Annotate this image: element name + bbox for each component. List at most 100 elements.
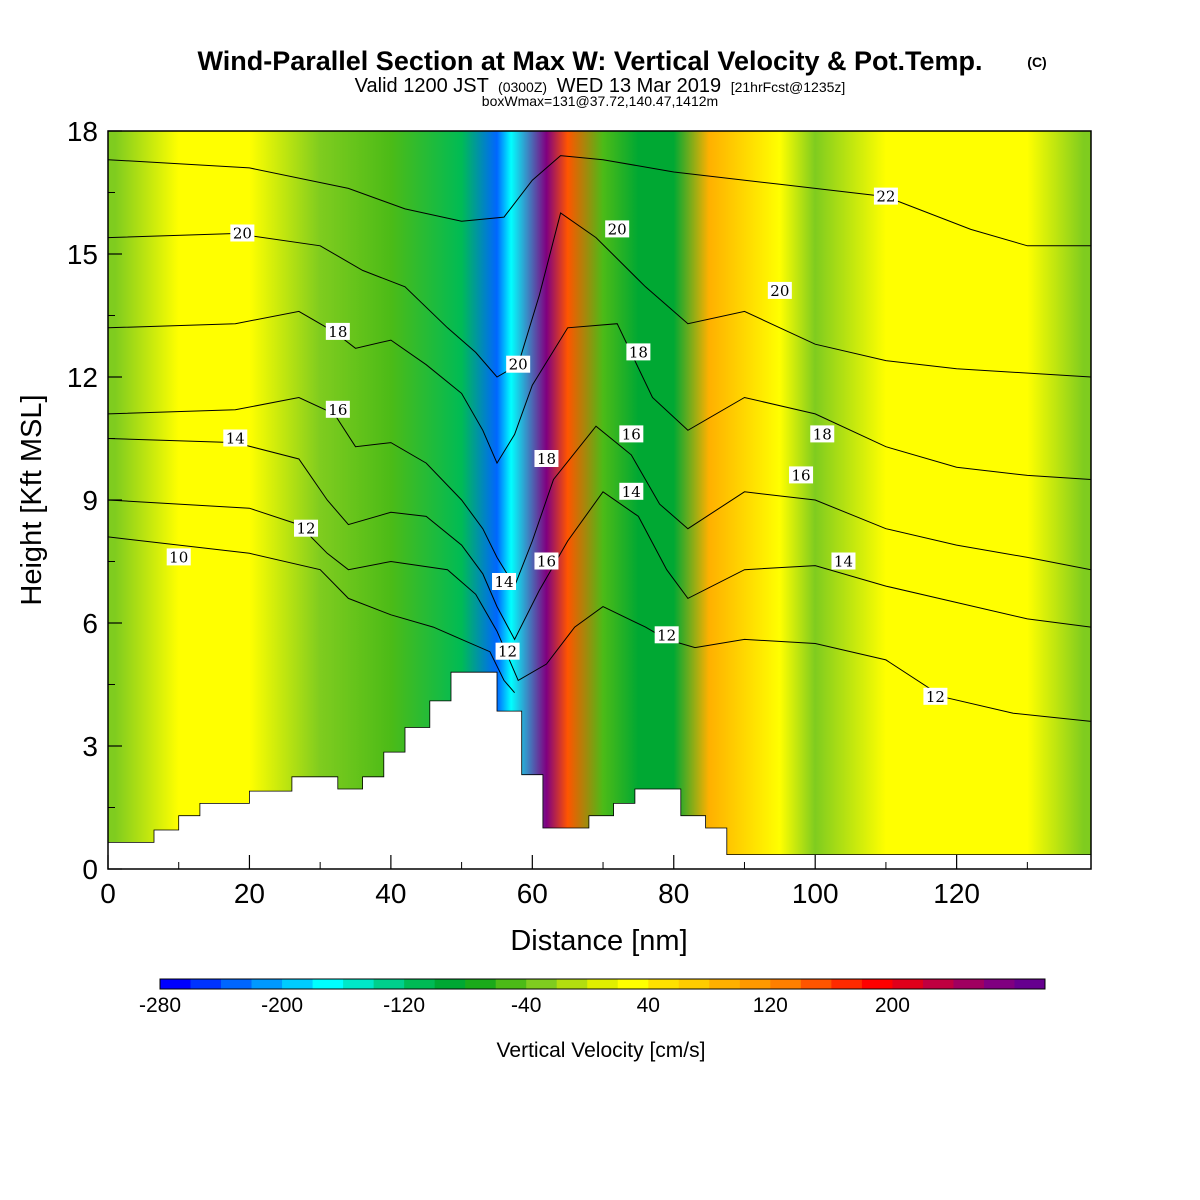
colorbar-swatch (221, 979, 252, 989)
y-tick-label: 6 (82, 608, 98, 639)
plot-area: 10 12 14 16 18 20 22 12 14 16 18 20 12 14 16 18 20 20 18 16… (108, 131, 1091, 869)
svg-text:18: 18 (537, 450, 556, 468)
svg-text:20: 20 (608, 220, 627, 238)
colorbar-tick-label: 200 (875, 994, 910, 1017)
svg-text:18: 18 (328, 323, 347, 341)
y-tick-label: 0 (82, 854, 98, 885)
isentrope-22 (108, 155, 1091, 247)
colorbar-swatch (587, 979, 619, 989)
svg-text:12: 12 (657, 626, 676, 644)
x-tick-label: 80 (658, 878, 689, 909)
colorbar-tick-label: -120 (383, 994, 425, 1017)
isentrope-label-extra-12: 16 (789, 466, 814, 484)
isentrope-20 (108, 212, 1091, 378)
isentrope-label-extra-4: 20 (506, 355, 531, 374)
colorbar-swatch (922, 979, 954, 989)
svg-text:14: 14 (834, 553, 853, 571)
colorbar-swatch (343, 979, 375, 989)
colorbar-tick-label: 40 (637, 994, 660, 1017)
x-tick-label: 20 (234, 878, 265, 909)
x-axis-label: Distance [nm] (510, 925, 687, 957)
y-tick-label: 9 (82, 485, 98, 516)
colorbar: -280 -200 -120 -40 40 120 200 (139, 978, 1046, 1017)
colorbar-swatch (282, 979, 313, 989)
colorbar-swatch (495, 979, 527, 989)
svg-text:16: 16 (622, 425, 641, 443)
colorbar-swatch (739, 979, 771, 989)
isentrope-label-extra-7: 16 (619, 425, 644, 443)
colorbar-tick-label: -200 (261, 994, 303, 1017)
isentrope-label-22: 22 (873, 187, 898, 206)
colorbar-swatch (953, 979, 985, 989)
colorbar-tick-label: -40 (511, 994, 541, 1017)
svg-text:14: 14 (226, 430, 245, 448)
isentrope-label-extra-11: 18 (810, 425, 835, 443)
colorbar-swatch (312, 979, 344, 989)
x-tick-label: 40 (375, 878, 406, 909)
colorbar-swatch (709, 979, 741, 989)
isentrope-label-12: 12 (294, 519, 319, 538)
colorbar-swatch (770, 979, 802, 989)
isentrope-label-extra-3: 18 (534, 450, 559, 468)
colorbar-swatch (1014, 979, 1046, 989)
svg-text:16: 16 (792, 466, 811, 484)
svg-text:14: 14 (494, 573, 513, 591)
colorbar-swatch (190, 979, 222, 989)
colorbar-swatch (373, 979, 405, 989)
x-tick-label: 120 (933, 878, 980, 909)
colorbar-label: Vertical Velocity [cm/s] (497, 1039, 706, 1062)
colorbar-tick-label: -280 (139, 994, 181, 1017)
isentrope-14 (108, 438, 1091, 641)
svg-text:12: 12 (926, 688, 945, 706)
x-tick-label: 60 (517, 878, 548, 909)
svg-text:18: 18 (813, 425, 832, 443)
isentrope-label-extra-6: 14 (619, 482, 644, 501)
isentrope-label-extra-13: 14 (831, 552, 856, 571)
x-tick-label: 0 (100, 878, 116, 909)
colorbar-swatch (465, 979, 497, 989)
y-axis-ticks: 0 3 6 9 12 15 18 (67, 116, 122, 885)
isentrope-label-16: 16 (325, 400, 350, 419)
isentrope-label-18: 18 (325, 322, 350, 341)
svg-text:20: 20 (770, 282, 789, 300)
isentrope-label-extra-14: 12 (923, 687, 948, 706)
colorbar-swatch (831, 979, 863, 989)
y-tick-label: 12 (67, 362, 98, 393)
isentrope-12 (108, 499, 1091, 722)
y-tick-label: 3 (82, 731, 98, 762)
isentrope-label-extra-1: 14 (492, 573, 517, 591)
isentrope-label-extra-5: 12 (654, 626, 679, 644)
valid-time-subtitle: Valid 1200 JST (0300Z) WED 13 Mar 2019 [… (355, 75, 846, 97)
colorbar-swatch (160, 979, 191, 989)
isentrope-label-extra-10: 20 (767, 281, 792, 300)
terrain (108, 671, 1091, 869)
colorbar-swatch (983, 979, 1015, 989)
isentrope-18 (108, 310, 1091, 480)
isentrope-label-extra-2: 16 (534, 552, 559, 571)
isentrope-lines (108, 155, 1091, 722)
isentrope-label-extra-8: 18 (626, 343, 651, 361)
svg-text:20: 20 (233, 225, 252, 243)
colorbar-swatch (648, 979, 680, 989)
copyright-mark: (C) (1027, 54, 1046, 70)
svg-text:12: 12 (296, 520, 315, 538)
colorbar-swatch (617, 979, 649, 989)
colorbar-swatch (800, 979, 832, 989)
colorbar-frame (159, 978, 1046, 990)
contour-labels: 10 12 14 16 18 20 22 12 14 16 18 20 12 14 16 18 20 20 18 16… (166, 187, 948, 706)
isentrope-label-20: 20 (230, 224, 255, 243)
velocity-field (108, 131, 1091, 869)
svg-text:16: 16 (328, 401, 347, 419)
isentrope-label-10: 10 (166, 548, 191, 566)
colorbar-swatch (556, 979, 588, 989)
y-axis-label: Height [Kft MSL] (16, 394, 48, 605)
isentrope-label-14: 14 (223, 429, 248, 448)
isentrope-label-extra-9: 20 (605, 220, 630, 238)
chart-title: Wind-Parallel Section at Max W: Vertical… (198, 46, 983, 76)
colorbar-swatch (892, 979, 924, 989)
svg-text:16: 16 (537, 553, 556, 571)
colorbar-tick-label: 120 (753, 994, 788, 1017)
svg-text:20: 20 (509, 356, 528, 374)
colorbar-swatch (861, 979, 893, 989)
